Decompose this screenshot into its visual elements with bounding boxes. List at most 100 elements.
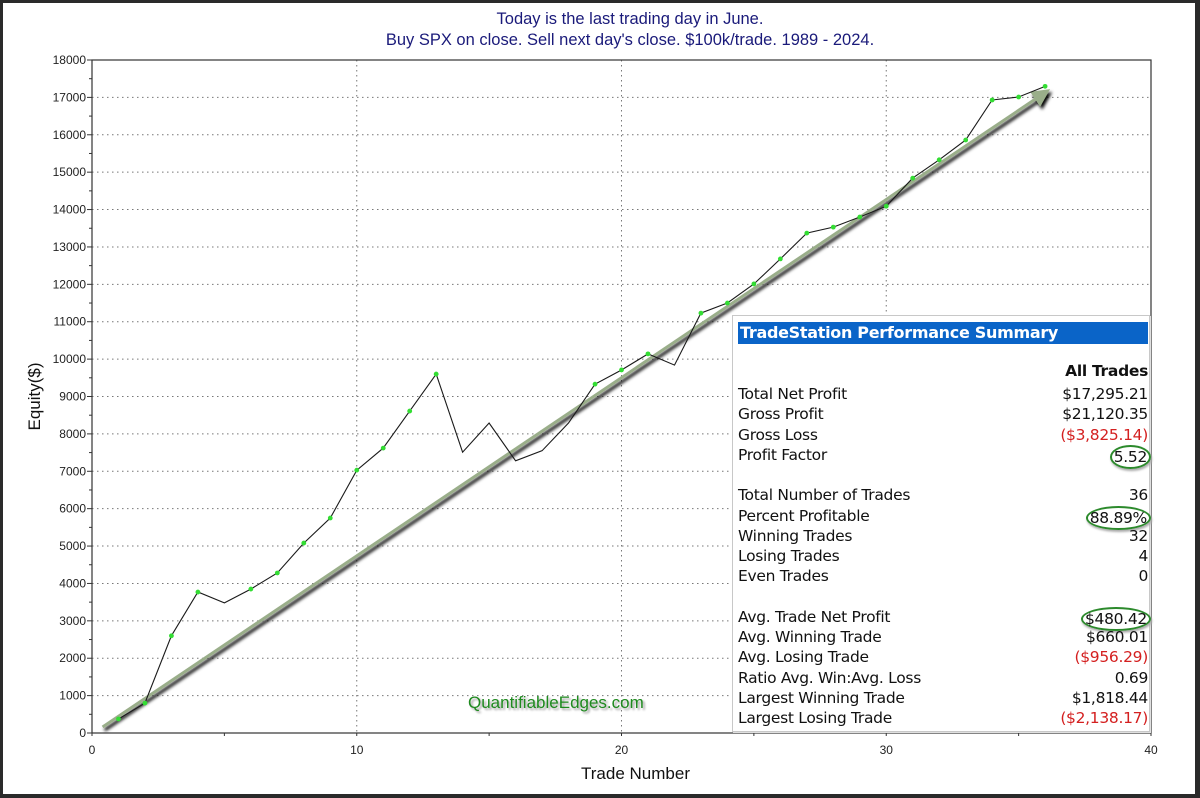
trade-marker: [354, 467, 360, 473]
trade-marker: [883, 203, 889, 209]
summary-label: Largest Winning Trade: [738, 688, 905, 707]
y-tick-label: 5000: [59, 539, 86, 553]
y-tick-label: 2000: [59, 651, 86, 665]
summary-value-highlighted: $480.42: [1081, 606, 1151, 631]
y-tick-label: 9000: [59, 390, 86, 404]
summary-row: Total Number of Trades 36: [738, 485, 1148, 505]
trade-marker: [989, 97, 995, 103]
y-tick-label: 15000: [53, 165, 87, 179]
y-tick-label: 7000: [59, 464, 86, 478]
x-tick-label: 30: [880, 743, 894, 757]
summary-value: ($956.29): [1074, 648, 1149, 667]
summary-row: Avg. Trade Net Profit $480.42: [738, 606, 1151, 631]
performance-summary-panel: TradeStation Performance Summary All Tra…: [732, 315, 1151, 732]
panel-header: TradeStation Performance Summary: [738, 322, 1148, 344]
summary-row: Gross Profit $21,120.35: [738, 404, 1148, 424]
y-tick-label: 4000: [59, 576, 86, 590]
summary-label: Avg. Trade Net Profit: [738, 607, 891, 626]
summary-value: $21,120.35: [1062, 405, 1148, 424]
trade-marker: [725, 300, 730, 306]
summary-row: Profit Factor 5.52: [738, 444, 1151, 469]
summary-label: Total Net Profit: [738, 385, 847, 403]
y-tick-label: 6000: [59, 502, 86, 516]
y-tick-label: 18000: [53, 53, 87, 67]
summary-value: 0: [1138, 567, 1148, 586]
trade-marker: [830, 224, 836, 230]
trade-marker: [619, 367, 624, 373]
y-tick-label: 12000: [53, 277, 87, 291]
summary-label: Gross Profit: [738, 405, 824, 424]
summary-value: $1,818.44: [1071, 688, 1148, 707]
trend-arrow: [101, 89, 1051, 729]
trade-marker: [698, 310, 704, 316]
x-axis-title: Trade Number: [581, 764, 690, 783]
summary-label: Losing Trades: [738, 547, 840, 566]
summary-row: Avg. Losing Trade ($956.29): [738, 647, 1148, 667]
trade-marker: [592, 381, 598, 387]
summary-label: Avg. Losing Trade: [738, 648, 869, 667]
summary-value: 4: [1138, 547, 1148, 566]
trade-marker: [910, 175, 916, 181]
trade-marker: [963, 137, 969, 143]
x-tick-label: 0: [89, 743, 96, 757]
summary-row: Gross Loss ($3,825.14): [738, 425, 1148, 445]
summary-label: Winning Trades: [738, 526, 853, 545]
trade-marker: [751, 281, 757, 287]
trade-marker: [936, 157, 942, 163]
summary-label: Avg. Winning Trade: [738, 628, 882, 646]
y-tick-label: 1000: [59, 689, 86, 703]
summary-label: Gross Loss: [738, 425, 818, 444]
trade-marker: [195, 589, 201, 595]
trade-marker: [804, 230, 810, 236]
trade-marker: [327, 515, 333, 521]
summary-value: $660.01: [1086, 628, 1148, 646]
trade-marker: [142, 700, 148, 706]
y-tick-label: 0: [79, 726, 86, 740]
summary-value-highlighted: 88.89%: [1085, 505, 1151, 530]
y-tick-label: 14000: [53, 203, 87, 217]
summary-row: Even Trades 0: [738, 566, 1148, 586]
watermark: QuantifiableEdges.com: [468, 693, 644, 712]
y-axis: 0 1000 2000 3000 4000 5000 6000 7000 8000 9000 100…: [53, 53, 92, 740]
summary-value-highlighted: 5.52: [1109, 444, 1151, 469]
summary-label: Ratio Avg. Win:Avg. Loss: [738, 668, 921, 687]
chart-title-line-1: Today is the last trading day in June.: [496, 10, 764, 28]
summary-value: 36: [1128, 486, 1148, 505]
trade-marker: [433, 371, 439, 377]
trade-marker: [777, 256, 783, 262]
trade-marker: [248, 586, 254, 592]
summary-label: Profit Factor: [738, 445, 827, 464]
y-tick-label: 17000: [53, 90, 87, 104]
x-tick-label: 40: [1144, 743, 1158, 757]
x-axis: 0 10 20 30 40: [89, 733, 1158, 757]
summary-label: Percent Profitable: [738, 506, 870, 525]
summary-row: Total Net Profit $17,295.21: [738, 384, 1148, 404]
trade-marker: [169, 633, 174, 639]
x-tick-label: 20: [615, 743, 629, 757]
y-tick-label: 13000: [53, 240, 87, 254]
summary-row: Largest Losing Trade ($2,138.17): [738, 708, 1148, 728]
trade-marker: [1042, 83, 1048, 89]
trade-marker: [380, 445, 386, 451]
trade-marker: [645, 351, 651, 357]
trade-marker: [407, 408, 413, 414]
summary-value: 0.69: [1114, 668, 1149, 687]
equity-line: [118, 85, 1046, 720]
trade-markers: [116, 83, 1048, 722]
trade-marker: [857, 214, 863, 220]
chart-title-line-2: Buy SPX on close. Sell next day's close.…: [385, 31, 875, 49]
trade-marker: [301, 540, 307, 546]
summary-row: Percent Profitable 88.89%: [738, 505, 1151, 530]
trade-marker: [1016, 94, 1022, 100]
summary-label: Largest Losing Trade: [738, 709, 892, 728]
summary-value: 32: [1128, 526, 1148, 545]
x-tick-label: 10: [350, 743, 364, 757]
y-tick-label: 11000: [54, 315, 87, 329]
y-tick-label: 8000: [59, 427, 86, 441]
y-tick-label: 10000: [53, 352, 87, 366]
y-axis-title: Equity($): [25, 362, 44, 430]
y-tick-label: 3000: [59, 614, 86, 628]
summary-label: Total Number of Trades: [738, 486, 911, 505]
summary-row: Losing Trades 4: [738, 546, 1148, 566]
summary-label: Even Trades: [738, 567, 829, 586]
